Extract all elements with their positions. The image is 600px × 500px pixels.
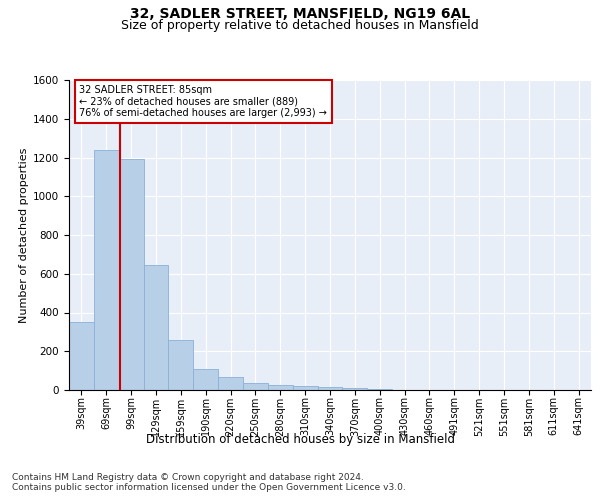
- Text: 32 SADLER STREET: 85sqm
← 23% of detached houses are smaller (889)
76% of semi-d: 32 SADLER STREET: 85sqm ← 23% of detache…: [79, 84, 328, 118]
- Text: 32, SADLER STREET, MANSFIELD, NG19 6AL: 32, SADLER STREET, MANSFIELD, NG19 6AL: [130, 8, 470, 22]
- Bar: [317, 387, 343, 390]
- Bar: [343, 388, 367, 390]
- Bar: [367, 389, 392, 390]
- Bar: [169, 340, 193, 390]
- Y-axis label: Number of detached properties: Number of detached properties: [19, 148, 29, 322]
- Bar: [69, 322, 94, 390]
- Bar: [94, 150, 119, 390]
- Bar: [119, 160, 143, 390]
- Bar: [293, 386, 317, 390]
- Bar: [143, 265, 169, 390]
- Text: Size of property relative to detached houses in Mansfield: Size of property relative to detached ho…: [121, 18, 479, 32]
- Text: Contains public sector information licensed under the Open Government Licence v3: Contains public sector information licen…: [12, 482, 406, 492]
- Bar: [268, 385, 293, 390]
- Text: Distribution of detached houses by size in Mansfield: Distribution of detached houses by size …: [146, 432, 455, 446]
- Text: Contains HM Land Registry data © Crown copyright and database right 2024.: Contains HM Land Registry data © Crown c…: [12, 472, 364, 482]
- Bar: [193, 368, 218, 390]
- Bar: [243, 383, 268, 390]
- Bar: [218, 378, 243, 390]
